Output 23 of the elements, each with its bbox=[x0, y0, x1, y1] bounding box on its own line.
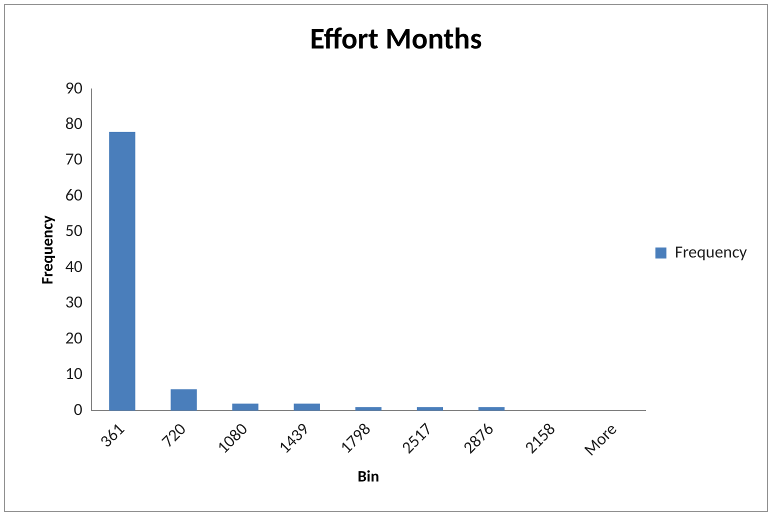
y-tick-label: 50 bbox=[65, 220, 83, 242]
y-tick-label: 30 bbox=[65, 292, 83, 313]
y-tick-label: 60 bbox=[65, 184, 83, 206]
x-axis-title: Bin bbox=[358, 467, 380, 486]
bar bbox=[232, 404, 258, 411]
bar bbox=[478, 407, 505, 411]
y-tick-label: 80 bbox=[65, 113, 83, 134]
bar bbox=[109, 132, 136, 411]
bar bbox=[294, 404, 320, 411]
x-tick-label: 720 bbox=[157, 418, 191, 452]
bar bbox=[170, 389, 197, 411]
chart-title: Effort Months bbox=[310, 20, 482, 58]
y-tick-label: 70 bbox=[65, 148, 83, 170]
y-tick-label: 0 bbox=[74, 398, 83, 420]
y-tick-label: 90 bbox=[65, 77, 83, 98]
y-axis-title: Frequency bbox=[38, 214, 58, 284]
x-tick-label: 361 bbox=[96, 418, 129, 452]
legend-label: Frequency bbox=[674, 241, 748, 262]
y-tick-label: 40 bbox=[65, 256, 83, 277]
y-tick-label: 10 bbox=[65, 363, 83, 384]
y-tick-label: 20 bbox=[65, 327, 83, 348]
bar bbox=[355, 407, 382, 411]
bar bbox=[416, 407, 444, 411]
